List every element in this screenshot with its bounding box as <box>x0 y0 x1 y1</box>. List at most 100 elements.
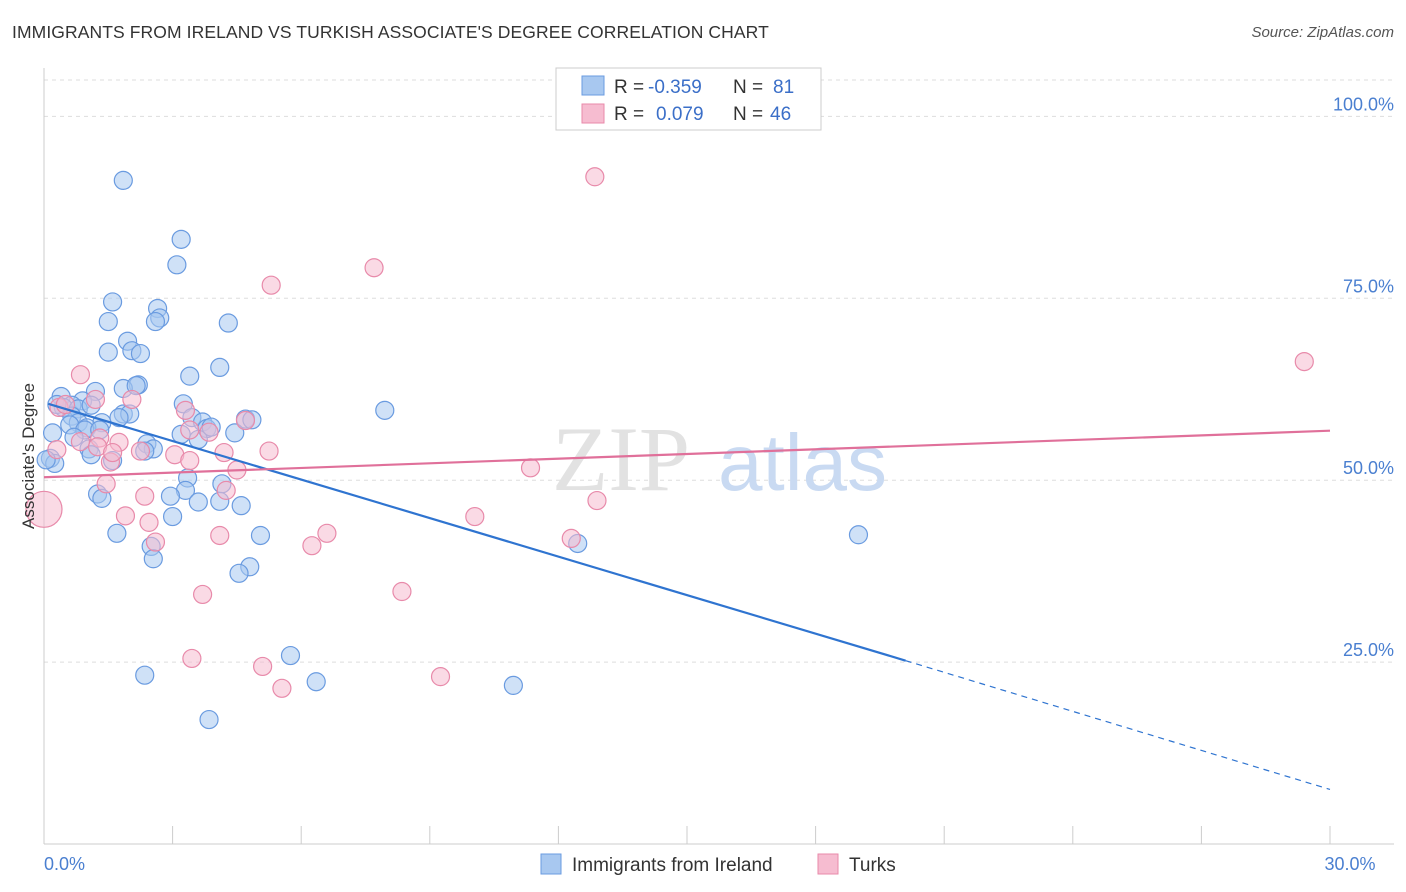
point-turks-32 <box>317 523 337 543</box>
point-ireland-55 <box>188 492 208 512</box>
point-turks-24 <box>96 474 116 494</box>
chart-title: IMMIGRANTS FROM IRELAND VS TURKISH ASSOC… <box>12 22 769 42</box>
point-ireland-74 <box>109 408 129 428</box>
point-turks-10 <box>180 420 200 440</box>
point-turks-38 <box>193 584 213 605</box>
bottom-legend-label-turks: Turks <box>849 855 896 876</box>
point-turks-36 <box>302 536 322 556</box>
point-ireland-11 <box>130 343 151 364</box>
legend-r-label-ireland: R = <box>614 77 644 98</box>
point-ireland-59 <box>163 506 183 527</box>
legend-swatch-turks <box>581 103 605 124</box>
bottom-legend-swatch-ireland <box>540 853 562 875</box>
point-turks-37 <box>392 581 412 602</box>
x-tick-label-0: 0.0% <box>44 854 85 874</box>
point-ireland-67 <box>229 563 249 583</box>
point-turks-2 <box>261 275 281 295</box>
y-tick-label-2: 75.0% <box>1343 276 1394 296</box>
point-turks-5 <box>122 389 142 410</box>
series-legend: Immigrants from Ireland Turks <box>540 853 896 876</box>
legend-swatch-ireland <box>581 75 605 96</box>
point-turks-30 <box>465 506 485 527</box>
point-ireland-2 <box>167 255 187 275</box>
point-turks-0 <box>585 167 605 187</box>
point-turks-11 <box>199 422 219 442</box>
bottom-legend-swatch-turks <box>817 853 839 875</box>
stats-legend: R = -0.359 N = 81 R = 0.079 N = 46 <box>555 67 822 131</box>
point-ireland-14 <box>180 366 200 386</box>
axes: 25.0% 50.0% 75.0% 100.0% 0.0% 30.0% <box>43 68 1394 874</box>
bottom-legend-label-ireland: Immigrants from Ireland <box>572 855 773 876</box>
legend-r-value-turks: 0.079 <box>656 104 704 125</box>
point-ireland-0 <box>113 170 133 191</box>
point-ireland-3 <box>102 292 123 312</box>
legend-n-value-turks: 46 <box>770 104 791 125</box>
point-turks-27 <box>587 490 607 511</box>
point-turks-33 <box>210 525 230 546</box>
legend-r-label-turks: R = <box>614 104 644 125</box>
point-turks-6 <box>85 389 106 410</box>
trend-line-extension-ireland <box>905 660 1331 791</box>
point-turks-40 <box>253 656 273 677</box>
trend-lines <box>43 402 1331 791</box>
point-turks-35 <box>145 532 166 552</box>
source-label: Source: ZipAtlas.com <box>1251 24 1394 41</box>
point-turks-39 <box>182 648 202 669</box>
point-ireland-6 <box>98 311 118 332</box>
point-turks-43 <box>70 432 91 452</box>
point-turks-28 <box>25 490 63 528</box>
point-ireland-13 <box>210 357 230 378</box>
point-turks-9 <box>235 410 256 431</box>
point-ireland-65 <box>143 549 163 569</box>
y-tick-label-1: 50.0% <box>1343 458 1394 478</box>
point-turks-15 <box>47 440 67 460</box>
point-ireland-61 <box>250 525 271 546</box>
legend-r-value-ireland: -0.359 <box>648 77 702 98</box>
point-turks-7 <box>175 400 196 420</box>
point-turks-45 <box>102 442 123 463</box>
data-points <box>25 167 1314 730</box>
point-ireland-58 <box>160 486 181 506</box>
point-turks-42 <box>272 678 292 698</box>
point-ireland-8 <box>218 313 238 333</box>
point-turks-26 <box>135 486 155 506</box>
point-turks-20 <box>180 450 200 471</box>
point-ireland-78 <box>225 423 245 443</box>
point-ireland-12 <box>98 342 118 362</box>
legend-n-label-ireland: N = <box>733 77 763 98</box>
y-tick-label-0: 25.0% <box>1343 640 1394 660</box>
y-axis-label: Associate's Degree <box>19 383 38 529</box>
x-tick-label-1: 30.0% <box>1324 854 1375 874</box>
point-turks-34 <box>561 528 581 549</box>
point-ireland-71 <box>503 675 523 695</box>
point-ireland-70 <box>306 672 326 692</box>
y-tick-label-3: 100.0% <box>1333 94 1394 114</box>
watermark: ZIP atlas <box>552 408 887 510</box>
point-turks-3 <box>1294 351 1314 372</box>
point-turks-44 <box>55 394 76 415</box>
point-turks-41 <box>430 667 451 687</box>
point-turks-4 <box>70 365 91 385</box>
point-ireland-1 <box>171 229 191 249</box>
point-ireland-57 <box>231 496 251 516</box>
point-ireland-69 <box>135 665 155 685</box>
point-ireland-72 <box>199 709 219 730</box>
point-ireland-7 <box>145 311 166 332</box>
legend-n-label-turks: N = <box>733 104 763 125</box>
point-ireland-68 <box>280 645 301 666</box>
point-turks-31 <box>139 512 159 532</box>
point-turks-23 <box>520 458 541 478</box>
point-turks-1 <box>364 258 384 278</box>
point-ireland-60 <box>107 523 127 543</box>
legend-n-value-ireland: 81 <box>773 77 794 98</box>
point-turks-16 <box>259 441 279 461</box>
point-turks-17 <box>130 441 151 461</box>
trend-line-ireland <box>47 402 906 662</box>
watermark-atlas: atlas <box>718 418 887 507</box>
point-ireland-39 <box>42 423 63 443</box>
trend-line-turks <box>43 429 1331 479</box>
point-ireland-24 <box>375 400 395 420</box>
point-turks-29 <box>115 506 136 526</box>
point-ireland-63 <box>848 525 869 545</box>
